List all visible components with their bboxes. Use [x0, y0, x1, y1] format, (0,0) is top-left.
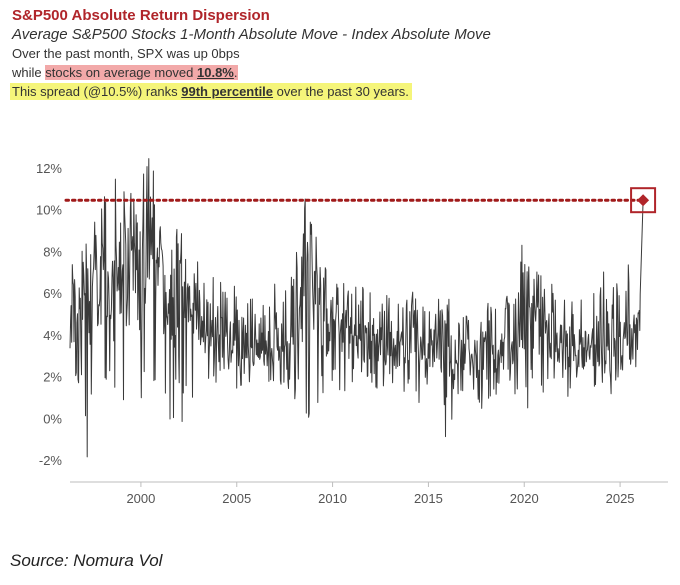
- x-tick-label: 2005: [222, 491, 251, 506]
- chart-title: S&P500 Absolute Return Dispersion: [12, 7, 270, 24]
- x-tick-label: 2000: [126, 491, 155, 506]
- caption-line-2: while stocks on average moved 10.8%.: [12, 63, 672, 82]
- y-tick-label: 6%: [43, 286, 62, 301]
- plot-area: [64, 158, 657, 458]
- y-tick-label: 0%: [43, 411, 62, 426]
- caption-line-3: This spread (@10.5%) ranks 99th percenti…: [10, 82, 672, 101]
- y-tick-label: 4%: [43, 328, 62, 343]
- caption-line-2-suffix: .: [233, 65, 238, 80]
- source-note: Source: Nomura Vol: [10, 551, 163, 570]
- latest-point-marker: [637, 194, 650, 207]
- caption-yellow-highlight: This spread (@10.5%) ranks 99th percenti…: [10, 83, 412, 100]
- caption-line-3-suffix: over the past 30 years.: [273, 84, 409, 99]
- caption-line-1: Over the past month, SPX was up 0bps: [12, 46, 240, 61]
- y-tick-label: -2%: [39, 453, 63, 468]
- caption-line-3-emph: 99th percentile: [181, 84, 274, 99]
- x-tick-label: 2020: [510, 491, 539, 506]
- chart-subtitle: Average S&P500 Stocks 1-Month Absolute M…: [12, 26, 491, 43]
- chart-header: S&P500 Absolute Return Dispersion Averag…: [10, 6, 672, 101]
- x-tick-label: 2010: [318, 491, 347, 506]
- caption-line-2-highlight: stocks on average moved: [45, 65, 197, 80]
- y-tick-label: 2%: [43, 370, 62, 385]
- y-axis: -2% 0% 2% 4% 6% 8% 10% 12%: [36, 161, 62, 468]
- caption-line-2-value: 10.8%: [197, 65, 234, 80]
- latest-point-box: [630, 187, 657, 214]
- caption-line-2-prefix: while: [12, 65, 46, 80]
- dispersion-chart: -2% 0% 2% 4% 6% 8% 10% 12% 2000 2005 2010 2015 2020…: [36, 158, 668, 506]
- chart-area: -2% 0% 2% 4% 6% 8% 10% 12% 2000 2005 2010 2015 2020…: [0, 140, 680, 525]
- y-tick-label: 12%: [36, 161, 62, 176]
- x-axis: 2000 2005 2010 2015 2020 2025: [70, 481, 668, 506]
- caption-line-3-prefix: This spread (@10.5%) ranks: [12, 84, 182, 99]
- dispersion-series-line: [69, 158, 644, 458]
- x-tick-label: 2025: [606, 491, 635, 506]
- caption-red-highlight: stocks on average moved 10.8%.: [45, 65, 238, 80]
- y-tick-label: 8%: [43, 244, 62, 259]
- x-tick-label: 2015: [414, 491, 443, 506]
- y-tick-label: 10%: [36, 203, 62, 218]
